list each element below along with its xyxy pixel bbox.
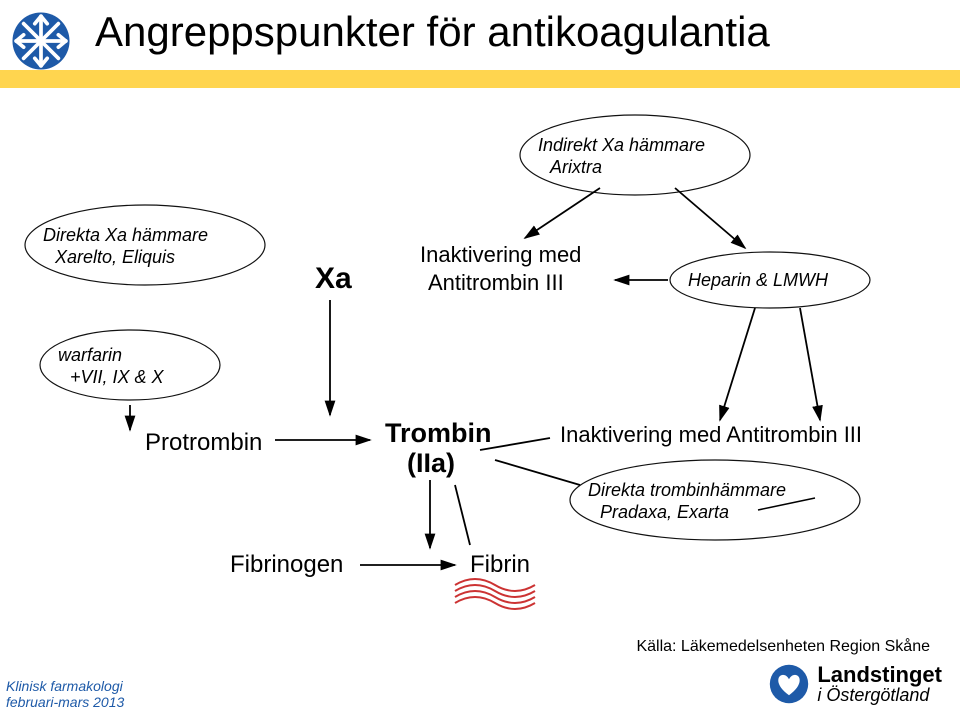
landsting-logo: Landstinget i Östergötland (769, 664, 942, 704)
footer-text: Klinisk farmakologi februari-mars 2013 (6, 678, 124, 710)
svg-text:Xa: Xa (315, 262, 352, 295)
svg-text:Arixtra: Arixtra (549, 157, 602, 177)
coagulation-diagram: Indirekt Xa hämmareArixtra Direkta Xa häm… (0, 0, 960, 716)
logo-line1: Landstinget (817, 664, 942, 686)
svg-text:Heparin & LMWH: Heparin & LMWH (688, 270, 829, 290)
footer-line1: Klinisk farmakologi (6, 678, 124, 694)
heart-icon (769, 664, 809, 704)
svg-text:Inaktivering med Antitrombin I: Inaktivering med Antitrombin III (560, 422, 862, 447)
logo-line2: i Östergötland (817, 685, 929, 705)
svg-text:+VII, IX & X: +VII, IX & X (70, 367, 165, 387)
source-citation: Källa: Läkemedelsenheten Region Skåne (636, 638, 930, 656)
svg-text:Fibrin: Fibrin (470, 551, 530, 578)
svg-text:(IIa): (IIa) (407, 448, 455, 478)
svg-text:Antitrombin III: Antitrombin III (428, 270, 564, 295)
svg-text:Fibrinogen: Fibrinogen (230, 551, 343, 578)
svg-text:Direkta Xa hämmare: Direkta Xa hämmare (43, 225, 208, 245)
svg-text:Direkta trombinhämmare: Direkta trombinhämmare (588, 480, 786, 500)
svg-text:Protrombin: Protrombin (145, 429, 262, 456)
svg-text:Trombin: Trombin (385, 418, 492, 448)
footer-line2: februari-mars 2013 (6, 694, 124, 710)
svg-text:Inaktivering med: Inaktivering med (420, 242, 581, 267)
svg-text:Xarelto, Eliquis: Xarelto, Eliquis (54, 247, 175, 267)
svg-text:Indirekt Xa hämmare: Indirekt Xa hämmare (538, 135, 705, 155)
svg-text:warfarin: warfarin (58, 345, 122, 365)
svg-text:Pradaxa, Exarta: Pradaxa, Exarta (600, 502, 729, 522)
